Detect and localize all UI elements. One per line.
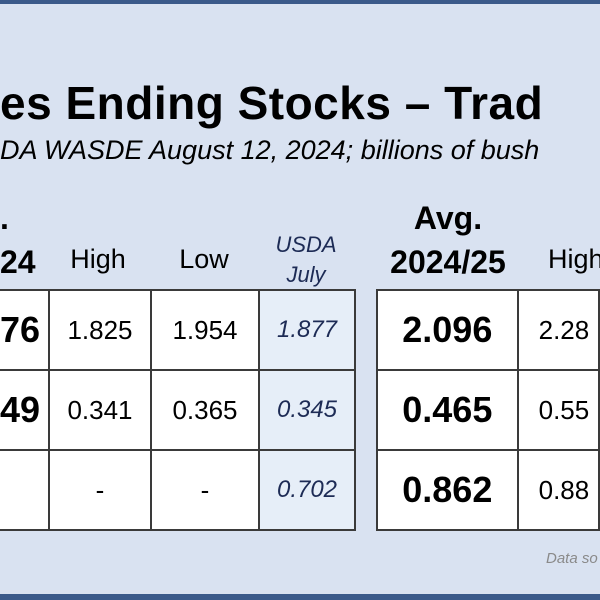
right-high-cell: 2.28 (516, 289, 600, 371)
left-stocks-table: 76 1.825 1.954 1.877 49 0.341 0.365 0.34… (0, 289, 356, 531)
left-low-cell: 1.954 (150, 289, 260, 371)
left-usda-cell: 1.877 (258, 289, 356, 371)
left-high-cell: - (48, 449, 152, 531)
data-source-note: Data so (546, 550, 598, 567)
right-stocks-table: 2.096 2.28 0.465 0.55 0.862 0.88 (376, 289, 600, 531)
left-usda-cell: 0.345 (258, 369, 356, 451)
left-high-header: High (70, 244, 126, 274)
table-row: - - 0.702 (0, 449, 356, 531)
left-low-cell: 0.365 (150, 369, 260, 451)
table-row: 76 1.825 1.954 1.877 (0, 289, 356, 371)
left-low-header: Low (179, 244, 229, 274)
table-row: 2.096 2.28 (376, 289, 600, 371)
left-high-cell: 1.825 (48, 289, 152, 371)
left-avg-cell: 76 (0, 289, 50, 371)
left-avg-cell: 49 (0, 369, 50, 451)
right-high-cell: 0.55 (516, 369, 600, 451)
slide-bottom-border (0, 594, 600, 600)
left-usda-header-line2: July (286, 262, 326, 287)
slide-title: es Ending Stocks – Trad (0, 77, 544, 129)
table-row: 0.862 0.88 (376, 449, 600, 531)
left-usda-cell: 0.702 (258, 449, 356, 531)
table-row: 49 0.341 0.365 0.345 (0, 369, 356, 451)
left-usda-header-line1: USDA (275, 232, 337, 257)
left-avg-header-partial-top: . (0, 200, 9, 236)
left-high-cell: 0.341 (48, 369, 152, 451)
right-high-cell: 0.88 (516, 449, 600, 531)
right-avg-cell: 0.465 (376, 369, 519, 451)
slide-top-border (0, 0, 600, 4)
right-avg-header-line2: 2024/25 (390, 244, 506, 280)
right-avg-cell: 2.096 (376, 289, 519, 371)
left-avg-header-partial-bottom: 24 (0, 244, 36, 280)
slide-subtitle: DA WASDE August 12, 2024; billions of bu… (0, 135, 540, 165)
left-low-cell: - (150, 449, 260, 531)
right-avg-cell: 0.862 (376, 449, 519, 531)
right-avg-header-line1: Avg. (413, 200, 483, 236)
table-row: 0.465 0.55 (376, 369, 600, 451)
left-avg-cell (0, 449, 50, 531)
right-high-header: High (548, 244, 600, 274)
